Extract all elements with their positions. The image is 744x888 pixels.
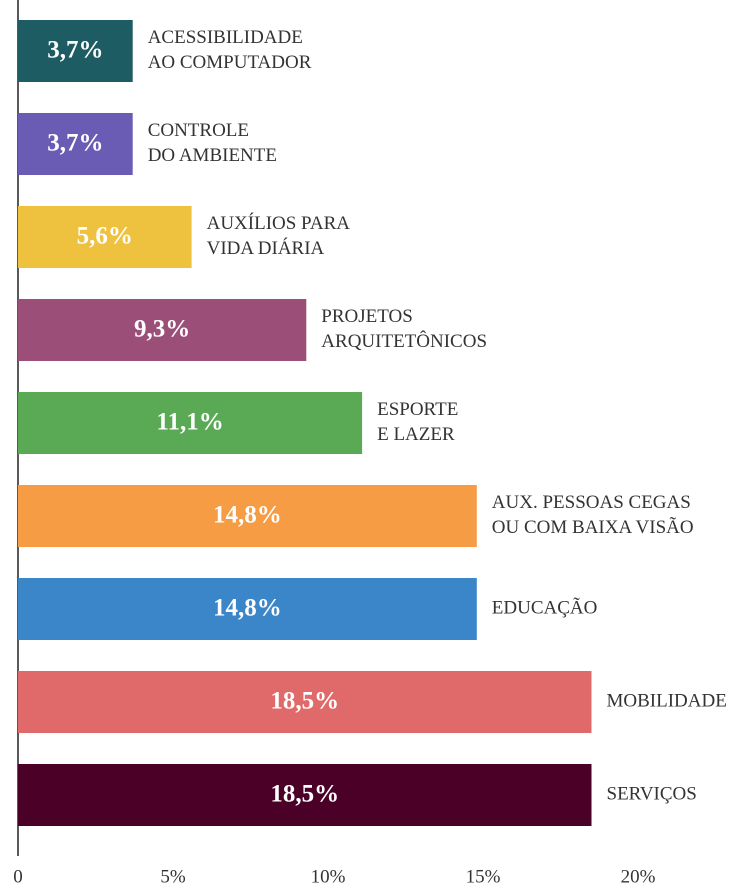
x-tick-label: 5% [160, 866, 186, 887]
x-tick-label: 20% [621, 866, 656, 887]
bar [18, 20, 133, 82]
value-label: 9,3% [134, 316, 190, 343]
category-label: PROJETOS [321, 306, 413, 327]
value-label: 3,7% [47, 37, 103, 64]
category-label: DO AMBIENTE [148, 145, 277, 166]
value-label: 14,8% [213, 595, 282, 622]
value-label: 5,6% [77, 223, 133, 250]
bar [18, 113, 133, 175]
category-label: AO COMPUTADOR [148, 52, 312, 73]
category-label: AUXÍLIOS PARA [207, 212, 351, 234]
value-label: 11,1% [156, 409, 223, 436]
bar [18, 299, 307, 361]
category-label: ESPORTE [377, 399, 458, 420]
category-label: E LAZER [377, 424, 455, 445]
value-label: 14,8% [213, 502, 282, 529]
bar [18, 671, 592, 733]
x-tick-label: 15% [466, 866, 501, 887]
x-tick-label: 0 [13, 866, 23, 887]
category-label: AUX. PESSOAS CEGAS [492, 492, 691, 513]
category-label: SERVIÇOS [607, 783, 697, 804]
category-label: ACESSIBILIDADE [148, 27, 303, 48]
category-label: MOBILIDADE [607, 690, 727, 711]
category-label: OU COM BAIXA VISÃO [492, 516, 694, 538]
bar [18, 485, 477, 547]
bar [18, 578, 477, 640]
value-label: 18,5% [270, 781, 339, 808]
x-tick-label: 10% [311, 866, 346, 887]
category-label: VIDA DIÁRIA [207, 237, 325, 259]
bar [18, 764, 592, 826]
category-label: CONTROLE [148, 120, 249, 141]
category-label: EDUCAÇÃO [492, 596, 598, 618]
value-label: 18,5% [270, 688, 339, 715]
bar [18, 206, 192, 268]
category-label: ARQUITETÔNICOS [321, 330, 487, 352]
bar [18, 392, 363, 454]
value-label: 3,7% [47, 130, 103, 157]
